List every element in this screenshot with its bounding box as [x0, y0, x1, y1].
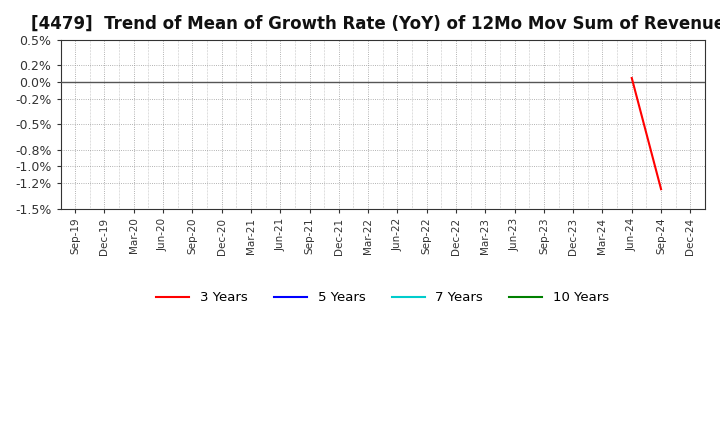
Title: [4479]  Trend of Mean of Growth Rate (YoY) of 12Mo Mov Sum of Revenues: [4479] Trend of Mean of Growth Rate (YoY…	[31, 15, 720, 33]
Legend: 3 Years, 5 Years, 7 Years, 10 Years: 3 Years, 5 Years, 7 Years, 10 Years	[151, 286, 614, 309]
